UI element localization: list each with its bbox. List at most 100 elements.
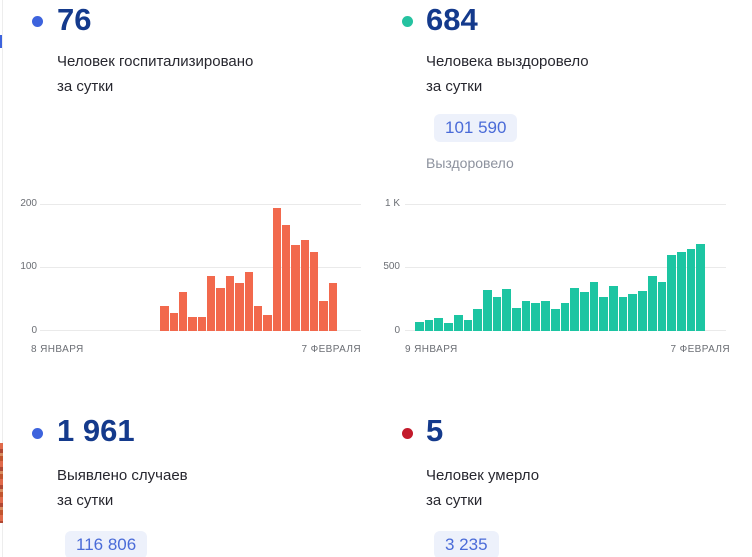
y-tick-200: 200 xyxy=(20,198,37,209)
bar[interactable] xyxy=(473,309,482,331)
bar-slot xyxy=(319,204,328,331)
recovered-label-line2: за сутки xyxy=(426,78,483,95)
cases-label-line1: Выявлено случаев xyxy=(57,467,188,484)
hospitalized-value: 76 xyxy=(57,2,92,37)
bar[interactable] xyxy=(667,255,676,331)
bar-slot xyxy=(67,204,76,331)
bar-slot xyxy=(560,204,571,331)
gridline xyxy=(40,267,361,268)
bar[interactable] xyxy=(300,239,310,331)
recovered-total-label: Выздоровело xyxy=(426,155,514,171)
bar-slot xyxy=(281,204,291,331)
hospitalized-label-line1: Человек госпитализировано xyxy=(57,53,254,70)
y-tick-0: 0 xyxy=(394,325,400,336)
bar[interactable] xyxy=(531,303,541,331)
deaths-label: Человек умерло за сутки xyxy=(426,463,539,513)
deaths-label-line2: за сутки xyxy=(426,492,483,509)
bar[interactable] xyxy=(169,312,179,331)
bar[interactable] xyxy=(647,275,657,331)
bar[interactable] xyxy=(599,297,609,331)
bar[interactable] xyxy=(502,289,512,331)
bar-slot xyxy=(169,204,179,331)
bar[interactable] xyxy=(482,290,492,331)
bar[interactable] xyxy=(415,322,424,331)
cases-label-line2: за сутки xyxy=(57,492,114,509)
bar-slot xyxy=(85,204,94,331)
bar-slot xyxy=(463,204,474,331)
bar[interactable] xyxy=(244,271,253,331)
bar[interactable] xyxy=(550,309,560,331)
bar[interactable] xyxy=(188,317,197,331)
bar[interactable] xyxy=(609,285,618,331)
recovered-label-line1: Человека выздоровело xyxy=(426,53,589,70)
bar[interactable] xyxy=(657,282,667,331)
bar[interactable] xyxy=(512,307,521,331)
x-label-start: 8 ЯНВАРЯ xyxy=(31,344,84,355)
bar-slot xyxy=(550,204,561,331)
bar[interactable] xyxy=(638,290,647,331)
bar[interactable] xyxy=(291,245,300,331)
bar[interactable] xyxy=(281,224,291,331)
y-tick-100: 100 xyxy=(20,261,37,272)
bar[interactable] xyxy=(179,292,188,331)
bar[interactable] xyxy=(589,282,599,331)
bar[interactable] xyxy=(225,276,235,331)
recovered-total-badge[interactable]: 101 590 xyxy=(434,114,518,142)
bar[interactable] xyxy=(207,276,216,331)
y-tick-500: 500 xyxy=(383,261,400,272)
bar[interactable] xyxy=(628,294,638,331)
bar[interactable] xyxy=(579,291,589,331)
x-label-end: 7 ФЕВРАЛЯ xyxy=(670,344,730,355)
bar-slot xyxy=(197,204,207,331)
cropped-orange-chart-edge xyxy=(0,443,3,523)
bar-slot xyxy=(123,204,132,331)
bar-slot xyxy=(453,204,464,331)
hospitalized-x-axis: 8 ЯНВАРЯ 7 ФЕВРАЛЯ xyxy=(31,344,361,355)
bar[interactable] xyxy=(235,282,244,331)
bar[interactable] xyxy=(696,244,706,331)
bar-slot xyxy=(657,204,668,331)
bar-slot xyxy=(415,204,425,331)
bar[interactable] xyxy=(160,306,169,331)
cases-label: Выявлено случаев за сутки xyxy=(57,463,188,513)
bar[interactable] xyxy=(618,296,628,331)
bar-slot xyxy=(132,204,141,331)
bar-slot xyxy=(579,204,590,331)
bar[interactable] xyxy=(463,320,473,331)
bar-slot xyxy=(599,204,609,331)
cropped-blue-element xyxy=(0,35,2,48)
bar-slot xyxy=(628,204,638,331)
bar[interactable] xyxy=(492,296,502,331)
deaths-total-badge[interactable]: 3 235 xyxy=(434,531,499,557)
bar[interactable] xyxy=(521,300,531,331)
bar[interactable] xyxy=(328,282,338,331)
bar[interactable] xyxy=(676,252,686,331)
bar[interactable] xyxy=(424,320,434,331)
bar[interactable] xyxy=(197,317,207,331)
bar-slot xyxy=(492,204,503,331)
bar[interactable] xyxy=(319,300,328,331)
hospitalized-bars[interactable] xyxy=(48,204,338,331)
cases-total-badge[interactable]: 116 806 xyxy=(65,531,148,557)
bar[interactable] xyxy=(686,248,696,331)
bar[interactable] xyxy=(310,251,319,331)
bar[interactable] xyxy=(263,315,272,331)
bar-slot xyxy=(253,204,263,331)
bar[interactable] xyxy=(444,322,453,331)
bar-slot xyxy=(512,204,522,331)
bar-slot xyxy=(667,204,677,331)
hospitalized-label-line2: за сутки xyxy=(57,78,114,95)
bar-slot xyxy=(482,204,493,331)
bar-slot xyxy=(473,204,483,331)
bar[interactable] xyxy=(560,303,570,331)
bar[interactable] xyxy=(253,305,263,331)
bar[interactable] xyxy=(570,287,579,331)
bar[interactable] xyxy=(216,288,225,331)
bar[interactable] xyxy=(272,208,281,331)
bar[interactable] xyxy=(453,314,463,331)
recovered-bars[interactable] xyxy=(415,204,706,331)
bar-slot xyxy=(521,204,532,331)
bar[interactable] xyxy=(434,317,444,331)
bar[interactable] xyxy=(541,300,550,331)
